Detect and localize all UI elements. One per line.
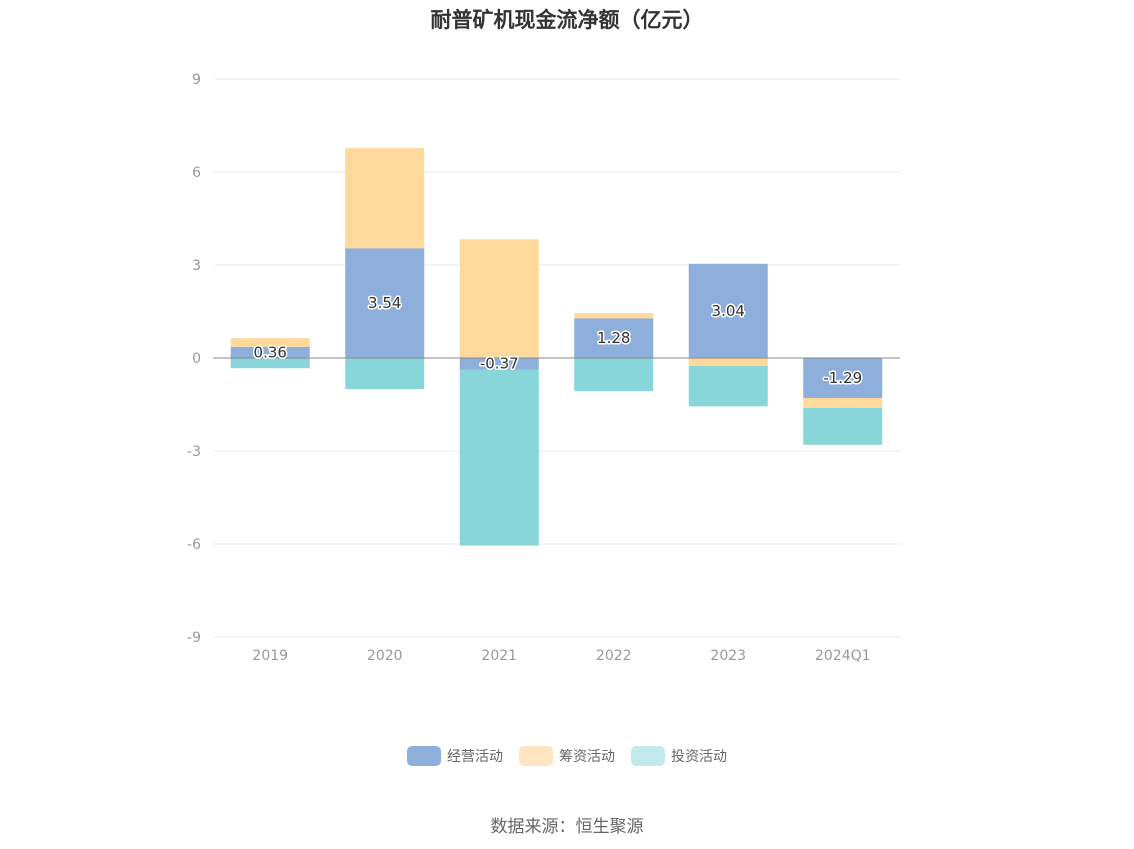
legend-swatch-investing xyxy=(631,746,665,766)
bar-segment xyxy=(688,366,768,407)
legend-label-investing: 投资活动 xyxy=(671,749,727,765)
y-tick-label: 6 xyxy=(192,165,201,181)
bar-segment xyxy=(574,318,654,358)
bar-segment xyxy=(688,263,768,358)
x-tick-label: 2020 xyxy=(367,648,403,664)
legend-item-operating[interactable]: 经营活动 xyxy=(407,746,503,766)
bar-segment xyxy=(459,358,539,370)
legend: 经营活动 筹资活动 投资活动 xyxy=(0,746,1134,766)
y-tick-label: 3 xyxy=(192,258,201,274)
bar-segment xyxy=(803,407,883,445)
bar-segment xyxy=(803,358,883,398)
x-tick-label: 2023 xyxy=(710,648,746,664)
legend-label-operating: 经营活动 xyxy=(447,749,503,765)
bar-segment xyxy=(574,358,654,392)
y-tick-label: 0 xyxy=(192,351,201,367)
data-label: 3.54 xyxy=(368,294,401,312)
source-note: 数据来源：恒生聚源 xyxy=(490,817,644,837)
y-tick-label: -3 xyxy=(187,444,201,460)
bar-segment xyxy=(230,358,310,369)
legend-item-financing[interactable]: 筹资活动 xyxy=(519,746,615,766)
bar-segment xyxy=(345,358,425,389)
bar-segment xyxy=(230,346,310,358)
bar-segment xyxy=(688,358,768,367)
bar-segment xyxy=(459,369,539,546)
legend-item-investing[interactable]: 投资活动 xyxy=(631,746,727,766)
y-tick-label: 9 xyxy=(192,72,201,88)
bar-segment xyxy=(803,397,883,408)
chart-title: 耐普矿机现金流净额（亿元） xyxy=(430,8,704,32)
x-tick-label: 2019 xyxy=(252,648,288,664)
bar-segment xyxy=(345,148,425,249)
data-label: -0.37 xyxy=(480,355,519,373)
x-tick-label: 2024Q1 xyxy=(815,648,871,664)
legend-swatch-operating xyxy=(407,746,441,766)
data-label: 0.36 xyxy=(254,343,287,361)
data-label: -1.29 xyxy=(823,369,862,387)
x-tick-label: 2022 xyxy=(596,648,632,664)
legend-swatch-financing xyxy=(519,746,553,766)
data-label: 3.04 xyxy=(712,302,745,320)
data-label: 1.28 xyxy=(597,329,630,347)
y-tick-label: -9 xyxy=(187,630,201,646)
bar-segment xyxy=(574,313,654,319)
bar-segment xyxy=(459,239,539,358)
bar-segment xyxy=(230,338,310,347)
x-tick-label: 2021 xyxy=(481,648,517,664)
legend-label-financing: 筹资活动 xyxy=(559,749,615,765)
bar-segment xyxy=(345,248,425,358)
chart-plot: 9 6 3 0 -3 -6 -9 2019 2020 2021 2022 2023 2024Q1 0.36… xyxy=(187,72,900,664)
y-tick-label: -6 xyxy=(187,537,201,553)
